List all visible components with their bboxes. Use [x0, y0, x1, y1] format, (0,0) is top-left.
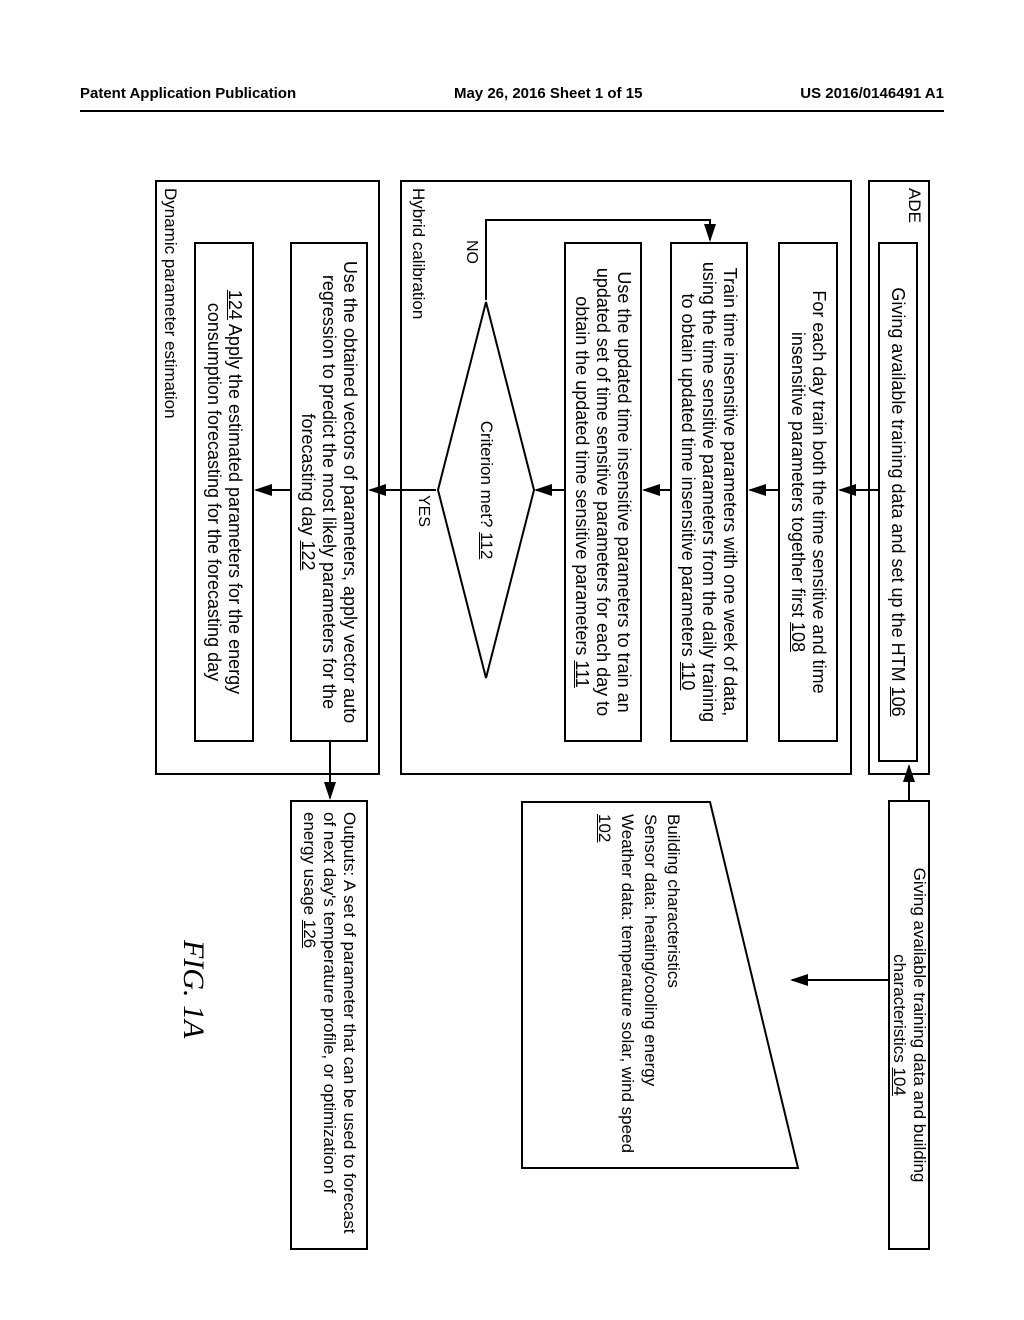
- header-center: May 26, 2016 Sheet 1 of 15: [454, 85, 642, 102]
- header-right: US 2016/0146491 A1: [800, 85, 944, 102]
- figure-rotated: Giving available training data and build…: [110, 180, 930, 1250]
- arrows-layer: [110, 180, 930, 1250]
- figure-container: Giving available training data and build…: [110, 180, 930, 1250]
- header-left: Patent Application Publication: [80, 85, 296, 102]
- header-rule: [80, 110, 944, 112]
- page-header: Patent Application Publication May 26, 2…: [0, 85, 1024, 102]
